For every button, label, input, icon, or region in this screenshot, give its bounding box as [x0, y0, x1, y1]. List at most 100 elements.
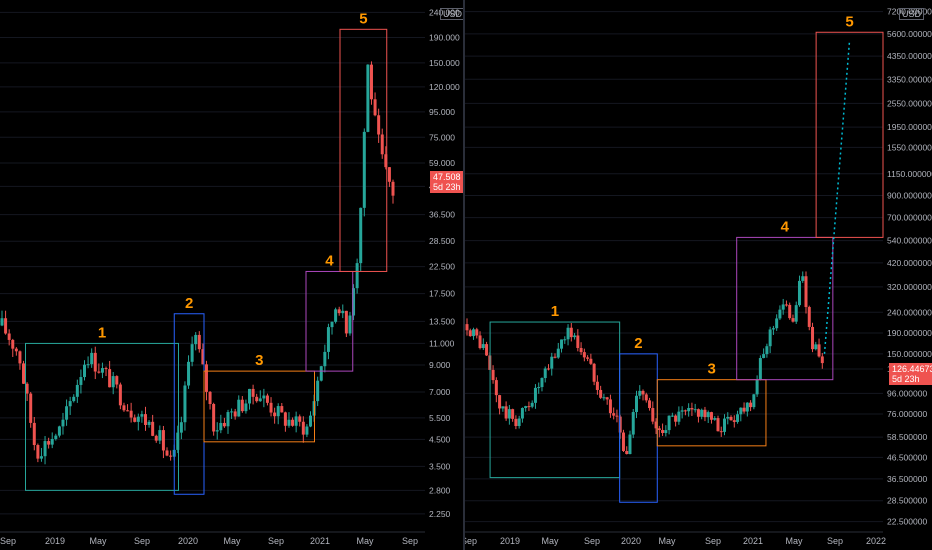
candle-body [273, 412, 277, 417]
projection-arrow [823, 40, 851, 354]
wave-label-1: 1 [98, 324, 106, 341]
candle-body [615, 415, 619, 417]
candle-body [778, 309, 782, 319]
y-tick-label: 59.000 [429, 158, 455, 168]
candle-body [530, 402, 534, 407]
candle-body [677, 411, 681, 422]
y-tick-label: 700.000000 [887, 213, 932, 223]
candle-body [648, 400, 652, 409]
candle-body [781, 304, 785, 310]
candle-body [280, 406, 284, 413]
wave-box-4 [736, 236, 834, 381]
x-tick-label: May [541, 536, 559, 546]
candle-body [732, 420, 736, 422]
y-tick-label: 7200.000000 [887, 7, 932, 17]
candle-body [115, 376, 119, 385]
candle-body [501, 406, 505, 409]
candle-body [104, 368, 108, 370]
candle-body [726, 416, 730, 419]
y-tick-label: 75.000 [429, 132, 455, 142]
candle-body [244, 403, 248, 412]
candle-body [276, 406, 280, 417]
candle-body [126, 410, 130, 412]
candle-body [520, 408, 524, 419]
right-chart-panel[interactable]: 1 2 3 4 5 7200.000000 5600.000000 4350.000000 33… [465, 0, 932, 550]
x-tick-label: 2021 [743, 536, 763, 546]
candle-body [674, 415, 678, 422]
candle-body [298, 416, 302, 422]
candle-body [498, 395, 502, 409]
wave-label-5: 5 [359, 10, 367, 27]
y-tick-label: 2550.000000 [887, 98, 932, 108]
right-currency-label[interactable]: USD [899, 8, 925, 20]
x-tick-label: 2019 [500, 536, 520, 546]
candle-body [468, 330, 472, 337]
candle-body [638, 390, 642, 396]
candle-body [176, 432, 180, 450]
y-tick-label: 11.000 [429, 338, 455, 348]
candle-body [589, 358, 593, 364]
candle-body [326, 327, 330, 352]
y-tick-label: 9.000 [429, 360, 451, 370]
candle-body [233, 411, 237, 417]
candle-body [494, 380, 498, 396]
candle-body [4, 318, 8, 334]
wave-box-5 [815, 31, 884, 238]
candle-body [373, 99, 377, 116]
candle-body [380, 134, 384, 155]
candle-body [118, 384, 122, 406]
candle-body [517, 418, 521, 427]
left-price-chart[interactable]: 1 2 3 4 5 240.000 190.000 150.000 120.000 95.000 7… [0, 0, 463, 550]
candle-body [543, 368, 547, 379]
y-tick-label: 22.500000 [887, 517, 927, 527]
y-tick-label: 320.000000 [887, 282, 932, 292]
x-tick-label: Sep [827, 536, 843, 546]
candle-body [93, 352, 97, 372]
candle-body [366, 64, 370, 132]
candle-body [240, 399, 244, 412]
candle-body [569, 327, 573, 338]
candle-body [161, 430, 165, 451]
candle-body [661, 430, 665, 433]
panel-divider[interactable] [463, 0, 465, 550]
candle-body [485, 344, 489, 356]
candle-body [25, 383, 29, 394]
candle-body [362, 131, 366, 208]
candle-body [524, 406, 528, 409]
x-tick-label: Sep [584, 536, 600, 546]
left-chart-panel[interactable]: 1 2 3 4 5 240.000 190.000 150.000 120.000 95.000 7… [0, 0, 466, 550]
candle-body [262, 395, 266, 399]
y-tick-label: 58.500000 [887, 432, 927, 442]
right-price-chart[interactable]: 1 2 3 4 5 7200.000000 5600.000000 4350.000000 33… [465, 0, 932, 550]
candle-body [563, 339, 567, 341]
candle-body [814, 344, 818, 350]
candle-body [762, 354, 766, 359]
candle-body [97, 371, 101, 373]
y-tick-label: 120.000 [429, 82, 460, 92]
y-tick-label: 3.500 [429, 461, 451, 471]
candle-body [39, 456, 43, 459]
candle-body [696, 409, 700, 417]
y-tick-label: 28.500 [429, 236, 455, 246]
candle-body [807, 307, 811, 327]
candle-body [287, 419, 291, 426]
left-currency-label[interactable]: USD [440, 8, 466, 20]
candle-body [294, 416, 298, 426]
candle-body [621, 432, 625, 451]
candle-body [566, 327, 570, 340]
candle-body [204, 364, 208, 392]
candle-body [54, 435, 58, 439]
candle-body [758, 358, 762, 380]
candle-body [86, 364, 90, 366]
candle-body [784, 304, 788, 306]
candle-body [651, 408, 655, 422]
wave-box-2 [619, 353, 658, 503]
y-tick-label: 900.000000 [887, 190, 932, 200]
x-tick-label: May [785, 536, 803, 546]
candle-body [391, 181, 395, 196]
candle-body [90, 352, 94, 365]
candle-body [635, 395, 639, 413]
x-tick-label: 2019 [45, 536, 65, 546]
candle-body [742, 407, 746, 412]
y-tick-label: 190.000000 [887, 328, 932, 338]
